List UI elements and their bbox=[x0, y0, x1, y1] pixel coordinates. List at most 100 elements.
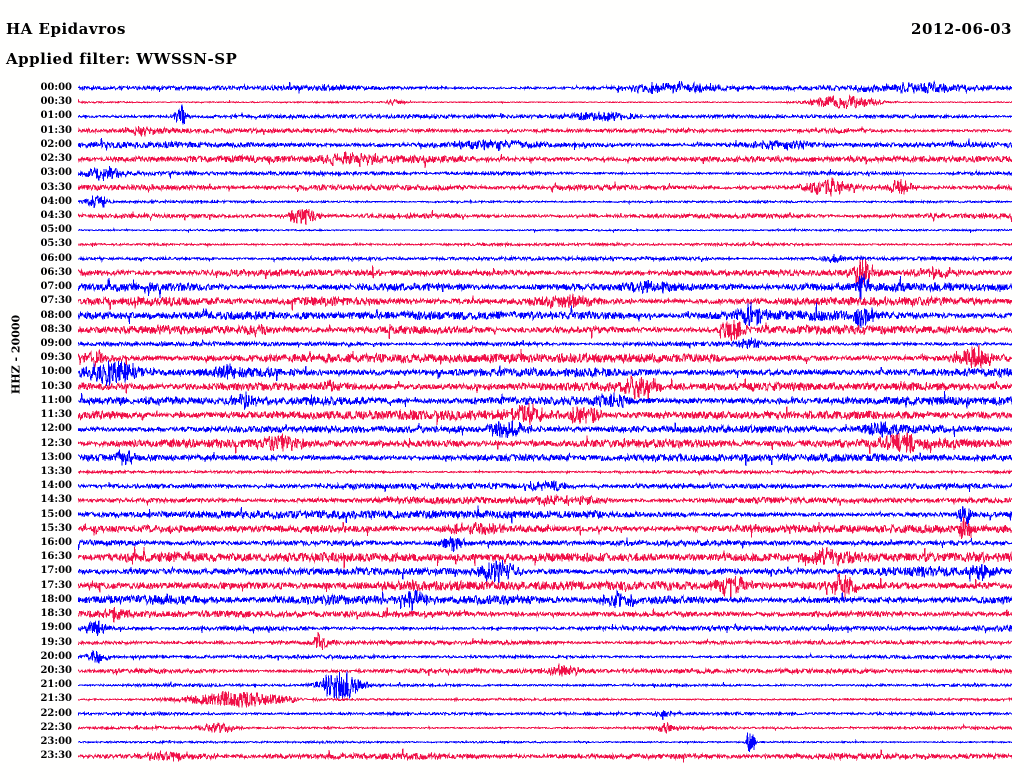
time-tick-label: 22:00 bbox=[40, 707, 72, 719]
time-tick-label: 02:30 bbox=[40, 153, 72, 165]
time-tick-label: 18:00 bbox=[40, 593, 72, 605]
time-tick-label: 09:30 bbox=[40, 352, 72, 364]
time-tick-label: 21:30 bbox=[40, 693, 72, 705]
seismic-trace bbox=[78, 732, 1012, 753]
time-tick-label: 10:30 bbox=[40, 380, 72, 392]
seismic-trace bbox=[78, 516, 1012, 540]
seismic-trace bbox=[78, 589, 1012, 612]
seismic-trace bbox=[78, 195, 1012, 209]
time-tick-label: 01:30 bbox=[40, 124, 72, 136]
seismic-trace bbox=[78, 254, 1012, 264]
time-tick-label: 05:00 bbox=[40, 224, 72, 236]
seismic-trace bbox=[78, 606, 1012, 623]
time-tick-label: 19:00 bbox=[40, 622, 72, 634]
time-tick-label: 02:00 bbox=[40, 138, 72, 150]
time-tick-label: 20:30 bbox=[40, 665, 72, 677]
seismic-trace bbox=[78, 420, 1012, 438]
seismic-trace bbox=[78, 337, 1012, 350]
time-tick-label: 11:30 bbox=[40, 409, 72, 421]
seismic-trace bbox=[78, 650, 1012, 664]
trace-canvas bbox=[78, 79, 1012, 763]
time-tick-label: 22:30 bbox=[40, 721, 72, 733]
time-tick-label: 19:30 bbox=[40, 636, 72, 648]
time-tick-label: 00:00 bbox=[40, 82, 72, 93]
time-tick-label: 12:00 bbox=[40, 423, 72, 435]
time-tick-label: 17:00 bbox=[40, 565, 72, 577]
applied-filter-label: Applied filter: WWSSN-SP bbox=[6, 50, 238, 68]
time-tick-label: 08:30 bbox=[40, 323, 72, 335]
seismic-trace bbox=[78, 619, 1012, 636]
seismic-trace bbox=[78, 559, 1012, 584]
seismic-trace bbox=[78, 301, 1012, 329]
seismic-trace bbox=[78, 208, 1012, 225]
seismic-trace bbox=[78, 259, 1012, 286]
seismic-trace bbox=[78, 479, 1012, 493]
time-tick-label: 01:00 bbox=[40, 110, 72, 122]
seismic-trace bbox=[78, 125, 1012, 137]
seismic-trace bbox=[78, 546, 1012, 569]
seismic-trace bbox=[78, 748, 1012, 763]
time-tick-label: 03:00 bbox=[40, 167, 72, 179]
seismic-trace bbox=[78, 536, 1012, 552]
time-tick-label: 16:30 bbox=[40, 551, 72, 563]
seismic-trace bbox=[78, 663, 1012, 677]
time-tick-label: 12:30 bbox=[40, 437, 72, 449]
seismic-trace bbox=[78, 390, 1012, 410]
seismic-trace bbox=[78, 721, 1012, 734]
seismic-trace bbox=[78, 226, 1012, 234]
seismic-trace bbox=[78, 468, 1012, 476]
seismic-trace bbox=[78, 671, 1012, 699]
time-tick-label: 21:00 bbox=[40, 679, 72, 691]
time-axis: 00:00 00:30 01:00 01:30 02:00 02:30 03:00 03:30… bbox=[0, 78, 78, 780]
time-tick-label: 04:00 bbox=[40, 195, 72, 207]
seismic-trace bbox=[78, 432, 1012, 455]
time-tick-label: 07:00 bbox=[40, 281, 72, 293]
seismic-trace bbox=[78, 79, 1012, 95]
time-tick-label: 11:00 bbox=[40, 394, 72, 406]
time-tick-label: 16:00 bbox=[40, 537, 72, 549]
seismic-trace bbox=[78, 572, 1012, 600]
seismic-trace bbox=[78, 505, 1012, 526]
time-tick-label: 13:30 bbox=[40, 465, 72, 477]
seismic-trace bbox=[78, 709, 1012, 720]
time-tick-label: 23:00 bbox=[40, 736, 72, 748]
time-tick-label: 06:30 bbox=[40, 266, 72, 278]
seismic-trace bbox=[78, 151, 1012, 169]
seismic-trace bbox=[78, 319, 1012, 342]
seismic-trace bbox=[78, 166, 1012, 182]
time-tick-label: 10:00 bbox=[40, 366, 72, 378]
seismic-trace bbox=[78, 494, 1012, 508]
time-tick-label: 00:30 bbox=[40, 96, 72, 108]
time-tick-label: 23:30 bbox=[40, 750, 72, 762]
time-tick-label: 09:00 bbox=[40, 337, 72, 349]
time-tick-label: 20:00 bbox=[40, 650, 72, 662]
seismic-trace bbox=[78, 345, 1012, 369]
page-title: HA Epidavros bbox=[6, 20, 126, 38]
seismic-trace bbox=[78, 293, 1012, 311]
seismic-trace bbox=[78, 402, 1012, 425]
seismic-trace bbox=[78, 94, 1012, 109]
helicorder-plot: 00:00 00:30 01:00 01:30 02:00 02:30 03:00 03:30… bbox=[0, 78, 1024, 780]
seismic-trace bbox=[78, 104, 1012, 125]
time-tick-label: 14:30 bbox=[40, 494, 72, 506]
time-tick-label: 06:00 bbox=[40, 252, 72, 264]
time-tick-label: 07:30 bbox=[40, 295, 72, 307]
seismic-trace bbox=[78, 137, 1012, 152]
seismic-trace bbox=[78, 375, 1012, 400]
seismic-trace bbox=[78, 240, 1012, 248]
trace-area bbox=[78, 78, 1012, 780]
seismic-trace bbox=[78, 177, 1012, 197]
time-tick-label: 13:00 bbox=[40, 451, 72, 463]
record-date-label: 2012-06-03 bbox=[911, 20, 1012, 38]
seismic-trace bbox=[78, 360, 1012, 386]
seismic-trace bbox=[78, 449, 1012, 467]
time-tick-label: 08:00 bbox=[40, 309, 72, 321]
time-tick-label: 15:30 bbox=[40, 522, 72, 534]
time-tick-label: 17:30 bbox=[40, 579, 72, 591]
time-tick-label: 14:00 bbox=[40, 480, 72, 492]
time-tick-label: 04:30 bbox=[40, 209, 72, 221]
time-tick-label: 15:00 bbox=[40, 508, 72, 520]
time-tick-label: 03:30 bbox=[40, 181, 72, 193]
seismic-trace bbox=[78, 631, 1012, 650]
